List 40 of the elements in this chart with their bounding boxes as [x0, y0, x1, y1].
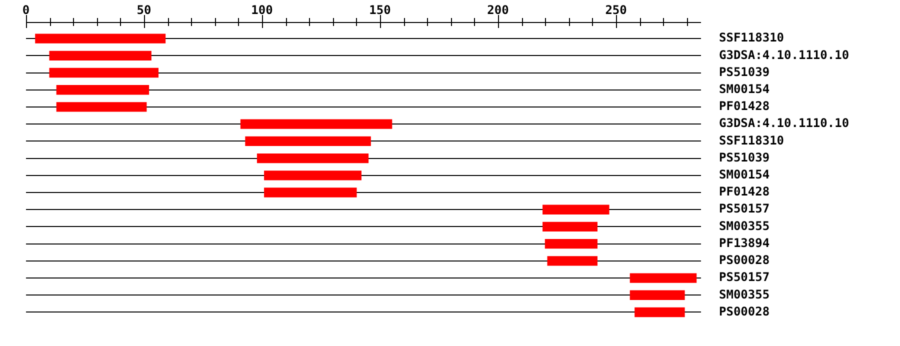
bar: [542, 222, 598, 232]
bar: [49, 68, 158, 78]
x-tick-label: 0: [22, 2, 30, 17]
x-tick-label: 200: [487, 2, 509, 17]
bar: [49, 50, 152, 60]
y-tick-label: PS50157: [719, 202, 770, 216]
y-tick-label: PS00028: [719, 253, 770, 268]
bar: [240, 119, 392, 129]
y-tick-label: PS50157: [719, 270, 770, 284]
y-tick-label: PF01428: [719, 99, 770, 114]
bar: [634, 307, 685, 318]
x-tick-label: 100: [251, 2, 273, 17]
y-tick-label: SM00154: [719, 82, 770, 96]
y-tick-label: PF13894: [719, 236, 770, 250]
bar: [630, 290, 685, 300]
bar: [56, 102, 147, 112]
x-tick-label: 150: [369, 2, 391, 17]
y-tick-label: SSF118310: [719, 30, 784, 45]
bar: [245, 136, 371, 146]
y-tick-label: SM00355: [719, 218, 770, 233]
y-tick-label: PS00028: [719, 304, 770, 318]
x-tick-label: 50: [136, 2, 152, 17]
bar: [256, 153, 369, 164]
y-tick-label: G3DSA:4.10.1110.10: [719, 48, 850, 62]
x-tick-label: 250: [605, 2, 627, 17]
y-tick-label: SSF118310: [719, 133, 784, 148]
bar: [264, 170, 362, 180]
bar: [547, 256, 598, 266]
y-tick-label: PF01428: [719, 184, 770, 199]
bar: [544, 238, 598, 249]
y-tick-label: PS51039: [719, 64, 770, 79]
bar: [542, 204, 610, 214]
y-tick-label: SM00154: [719, 168, 770, 182]
bar: [264, 188, 357, 198]
bar: [35, 34, 166, 44]
y-tick-label: SM00355: [719, 287, 770, 302]
y-tick-label: PS51039: [719, 150, 770, 164]
bar: [56, 85, 150, 95]
bar: [630, 273, 697, 283]
y-tick-label: G3DSA:4.10.1110.10: [719, 116, 850, 130]
